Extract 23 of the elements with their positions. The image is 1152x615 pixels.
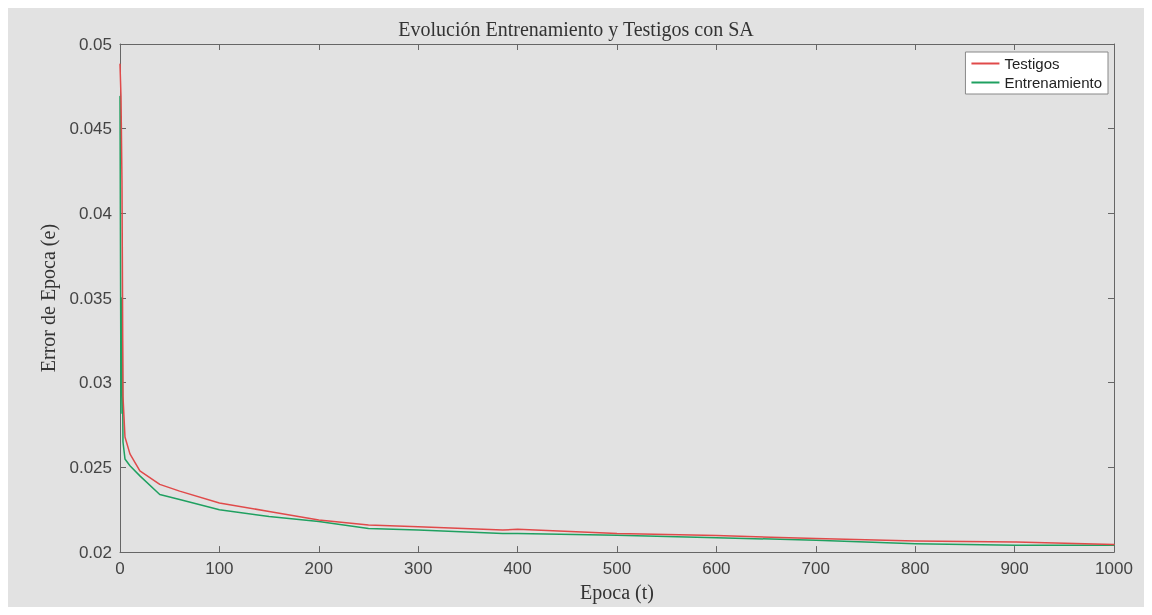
y-axis-title: Error de Epoca (e) <box>37 223 60 373</box>
x-axis-title: Epoca (t) <box>580 581 654 604</box>
chart-title: Evolución Entrenamiento y Testigos con SA <box>398 18 755 41</box>
y-tick-label: 0.02 <box>78 542 112 562</box>
x-tick-label: 0 <box>115 559 125 579</box>
x-tick-label: 900 <box>1000 559 1029 579</box>
y-tick-label: 0.035 <box>69 288 112 308</box>
x-tick-label: 700 <box>801 559 830 579</box>
y-tick-label: 0.045 <box>69 119 112 139</box>
x-tick-label: 300 <box>404 559 433 579</box>
x-tick-label: 100 <box>205 559 234 579</box>
legend-label: Entrenamiento <box>1004 74 1102 91</box>
x-tick-label: 200 <box>304 559 333 579</box>
y-tick-label: 0.03 <box>78 373 112 393</box>
legend-label: Testigos <box>1004 55 1060 72</box>
x-tick-label: 1000 <box>1095 559 1133 579</box>
y-tick-label: 0.025 <box>69 457 112 477</box>
x-tick-label: 400 <box>503 559 532 579</box>
x-tick-label: 600 <box>702 559 731 579</box>
x-tick-label: 500 <box>602 559 632 579</box>
y-tick-label: 0.05 <box>78 34 112 54</box>
y-tick-label: 0.04 <box>78 203 112 223</box>
x-tick-label: 800 <box>901 559 930 579</box>
